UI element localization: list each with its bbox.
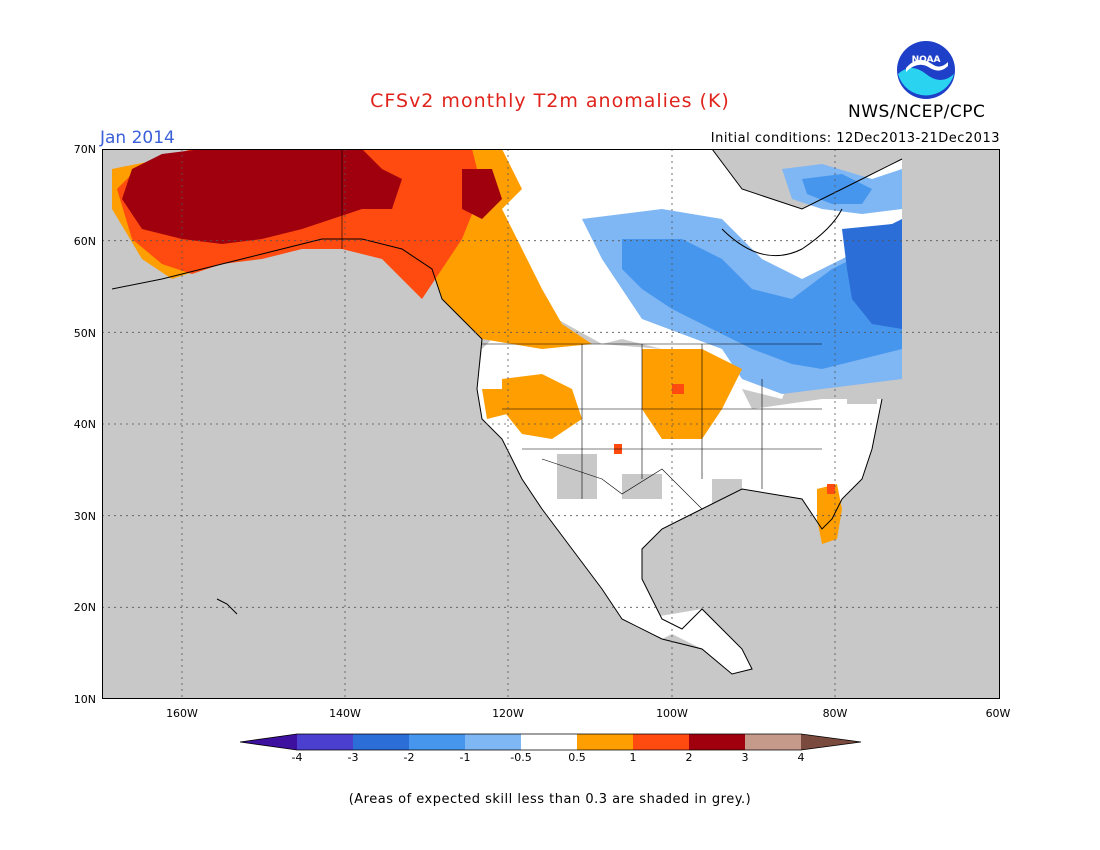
coastlines — [111, 149, 903, 675]
lat-label-70n: 70N — [73, 143, 96, 156]
lat-label-40n: 40N — [73, 418, 96, 431]
colorbar-swatch-0 — [240, 734, 297, 750]
colorbar-swatch-10 — [801, 734, 861, 750]
logo-text: NOAA — [912, 55, 941, 65]
lat-label-10n: 10N — [73, 693, 96, 706]
colorbar-label: -1 — [459, 751, 471, 764]
colorbar-label: 2 — [685, 751, 693, 764]
agency-label: NWS/NCEP/CPC — [848, 102, 986, 122]
lon-label-120w: 120W — [492, 707, 524, 720]
colorbar-swatch-3 — [409, 734, 465, 750]
anomaly-map — [102, 149, 1000, 699]
colorbar-swatch-5 — [521, 734, 577, 750]
lon-label-160w: 160W — [166, 707, 198, 720]
colorbar-swatch-8 — [689, 734, 745, 750]
cool-anomalies — [582, 164, 902, 394]
lat-label-60n: 60N — [73, 235, 96, 248]
lon-label-140w: 140W — [329, 707, 361, 720]
colorbar-label: 1 — [629, 751, 637, 764]
colorbar-label: -0.5 — [510, 751, 532, 764]
colorbar-swatch-4 — [465, 734, 521, 750]
lat-label-50n: 50N — [73, 327, 96, 340]
colorbar-swatch-7 — [633, 734, 689, 750]
colorbar-label: -3 — [347, 751, 359, 764]
colorbar-label: 0.5 — [568, 751, 586, 764]
forecast-month: Jan 2014 — [100, 128, 175, 148]
noaa-logo: NOAA — [897, 41, 955, 99]
lon-label-60w: 60W — [985, 707, 1011, 720]
lat-label-20n: 20N — [73, 601, 96, 614]
warm-anomalies — [112, 149, 842, 544]
colorbar-label: -4 — [291, 751, 303, 764]
colorbar-label: 3 — [741, 751, 749, 764]
skill-footnote: (Areas of expected skill less than 0.3 a… — [348, 792, 752, 807]
map-title: CFSv2 monthly T2m anomalies (K) — [370, 90, 730, 112]
colorbar-label: -2 — [403, 751, 415, 764]
colorbar — [240, 733, 862, 751]
colorbar-swatch-1 — [297, 734, 353, 750]
graticule — [102, 149, 1000, 699]
colorbar-swatch-6 — [577, 734, 633, 750]
lat-label-30n: 30N — [73, 510, 96, 523]
initial-conditions: Initial conditions: 12Dec2013-21Dec2013 — [710, 131, 1000, 146]
colorbar-swatch-9 — [745, 734, 801, 750]
colorbar-swatch-2 — [353, 734, 409, 750]
lon-label-80w: 80W — [822, 707, 848, 720]
lon-label-100w: 100W — [656, 707, 688, 720]
colorbar-label: 4 — [797, 751, 805, 764]
